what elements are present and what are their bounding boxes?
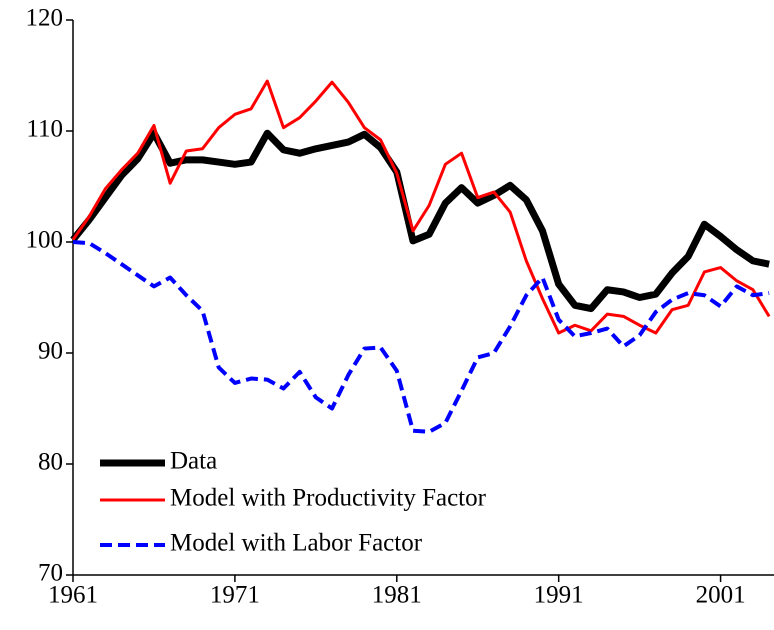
y-tick-label: 110: [26, 116, 63, 143]
y-tick-label: 80: [38, 449, 63, 476]
line-series: [70, 129, 770, 313]
x-tick-label: 2001: [696, 582, 746, 609]
x-tick-label: 1971: [210, 582, 260, 609]
x-tick-label: 1991: [534, 582, 584, 609]
line-series: [72, 240, 770, 434]
x-tick-label: 1981: [372, 582, 422, 609]
y-tick-label: 100: [26, 227, 64, 254]
line-series: [71, 79, 771, 335]
y-tick-label: 70: [38, 560, 63, 587]
legend-label: Model with Productivity Factor: [170, 485, 487, 512]
y-tick-label: 90: [38, 338, 63, 365]
x-tick-label: 1961: [48, 582, 98, 609]
legend-label: Data: [170, 448, 217, 475]
legend-label: Model with Labor Factor: [170, 530, 423, 557]
y-tick-label: 120: [26, 5, 64, 32]
